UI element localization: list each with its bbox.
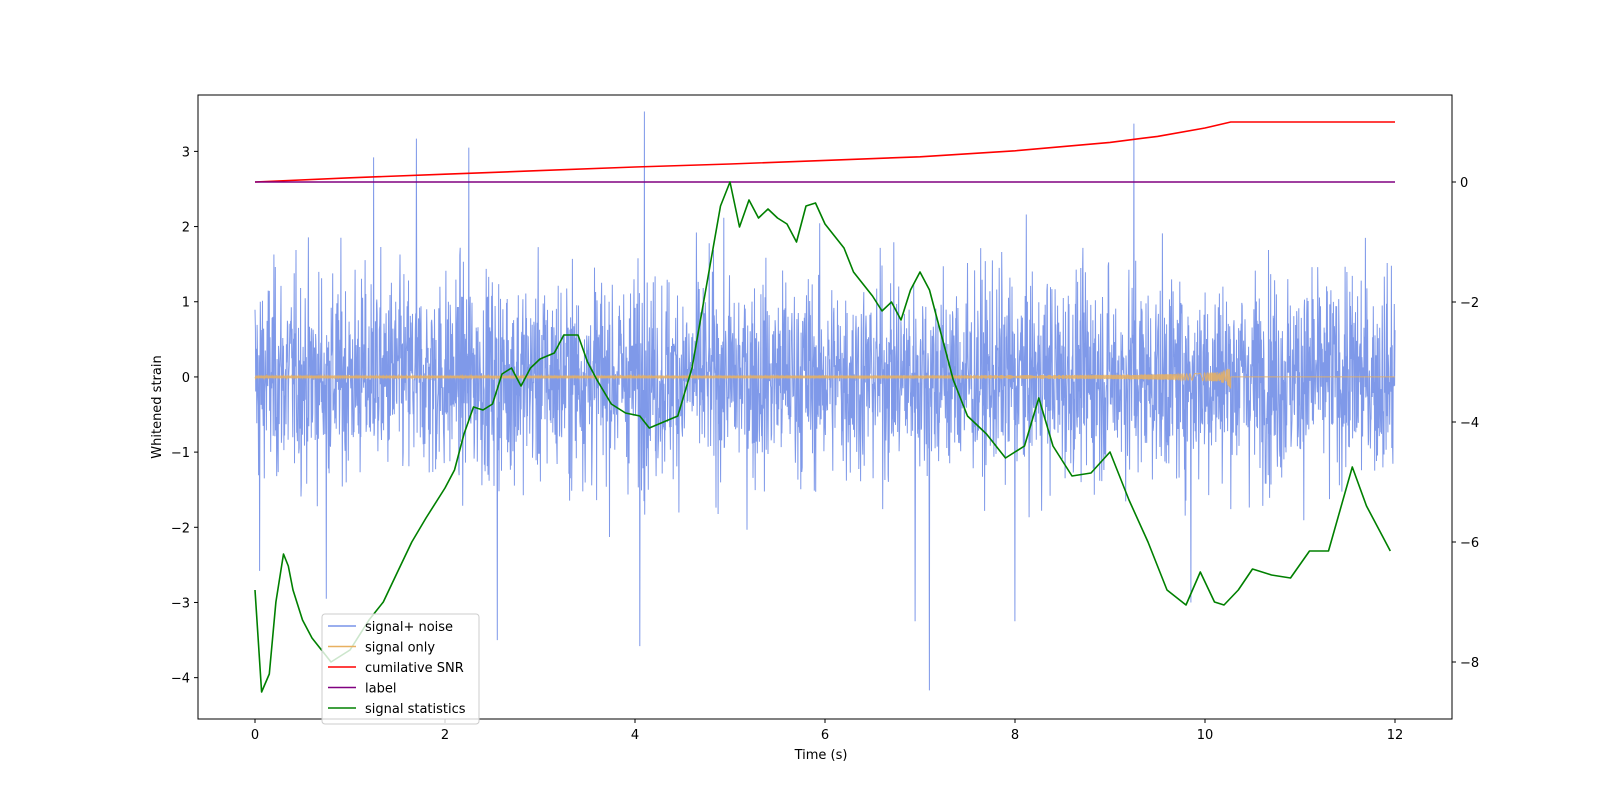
y2-tick-label: −2 (1460, 296, 1479, 311)
x-tick-label: 0 (251, 728, 259, 743)
y-tick-label: −4 (171, 672, 190, 687)
y2-tick-label: 0 (1460, 176, 1468, 191)
y2-tick-label: −8 (1460, 656, 1479, 671)
y-tick-label: −2 (171, 521, 190, 536)
legend: signal+ noise signal only cumilative SNR la… (321, 613, 480, 725)
series-cumulative-snr (254, 121, 1395, 183)
y-axis-right: −8 −6 −4 −2 0 (1452, 176, 1479, 671)
y-tick-label: 3 (182, 145, 190, 160)
y-tick-label: 2 (182, 221, 190, 236)
legend-label: label (365, 682, 396, 697)
legend-label: signal only (365, 641, 435, 656)
y-tick-label: 0 (182, 371, 190, 386)
x-tick-label: 6 (821, 728, 829, 743)
x-axis-label: Time (s) (794, 748, 848, 763)
y2-tick-label: −4 (1460, 416, 1479, 431)
x-tick-label: 12 (1387, 728, 1404, 743)
series-signal-only (254, 368, 1395, 389)
y-tick-label: −3 (171, 596, 190, 611)
x-tick-label: 2 (441, 728, 449, 743)
y-axis-left: −4 −3 −2 −1 0 1 2 3 (171, 145, 198, 687)
series-signal-statistics (254, 181, 1392, 693)
y-tick-label: 1 (182, 296, 190, 311)
x-tick-label: 4 (631, 728, 639, 743)
y-tick-label: −1 (171, 446, 190, 461)
x-tick-label: 10 (1197, 728, 1214, 743)
legend-label: signal statistics (365, 702, 466, 717)
legend-label: signal+ noise (365, 620, 453, 635)
y2-tick-label: −6 (1460, 536, 1479, 551)
legend-box (321, 613, 480, 725)
legend-label: cumilative SNR (365, 661, 464, 676)
plot-area (254, 111, 1396, 693)
y-axis-label: Whitened strain (150, 355, 165, 458)
x-tick-label: 8 (1011, 728, 1019, 743)
